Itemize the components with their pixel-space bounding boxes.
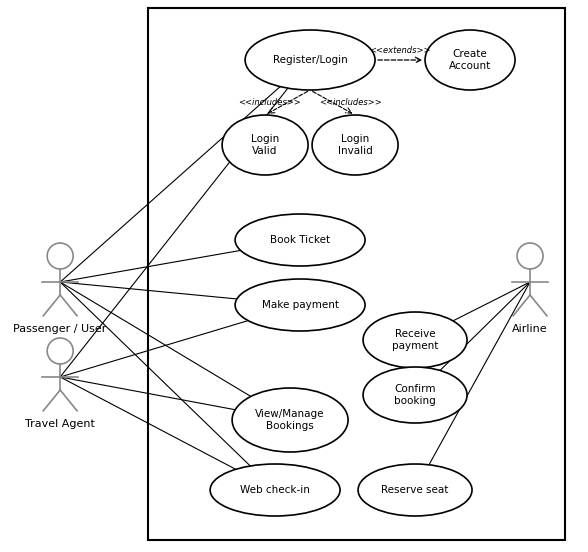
Ellipse shape [232,388,348,452]
Text: Passenger / User: Passenger / User [14,323,107,333]
Ellipse shape [363,312,467,368]
Text: Create
Account: Create Account [449,49,491,71]
Text: <<includes>>: <<includes>> [238,98,301,107]
Text: Reserve seat: Reserve seat [382,485,449,495]
Text: Confirm
booking: Confirm booking [394,384,436,406]
Text: Register/Login: Register/Login [273,55,348,65]
Text: Web check-in: Web check-in [240,485,310,495]
Text: Login
Invalid: Login Invalid [338,134,372,156]
Ellipse shape [245,30,375,90]
Text: Book Ticket: Book Ticket [270,235,330,245]
Ellipse shape [312,115,398,175]
Text: Make payment: Make payment [262,300,339,310]
Text: Login
Valid: Login Valid [251,134,279,156]
Text: <<includes>>: <<includes>> [319,98,382,107]
Text: <<extends>>: <<extends>> [369,46,431,55]
Bar [148,8,565,540]
Ellipse shape [235,214,365,266]
Text: View/Manage
Bookings: View/Manage Bookings [255,409,325,431]
Ellipse shape [210,464,340,516]
Text: Airline: Airline [512,323,548,333]
Ellipse shape [425,30,515,90]
Ellipse shape [358,464,472,516]
Ellipse shape [222,115,308,175]
Text: Travel Agent: Travel Agent [25,418,95,428]
Ellipse shape [235,279,365,331]
Text: Receive
payment: Receive payment [392,329,438,351]
Ellipse shape [363,367,467,423]
